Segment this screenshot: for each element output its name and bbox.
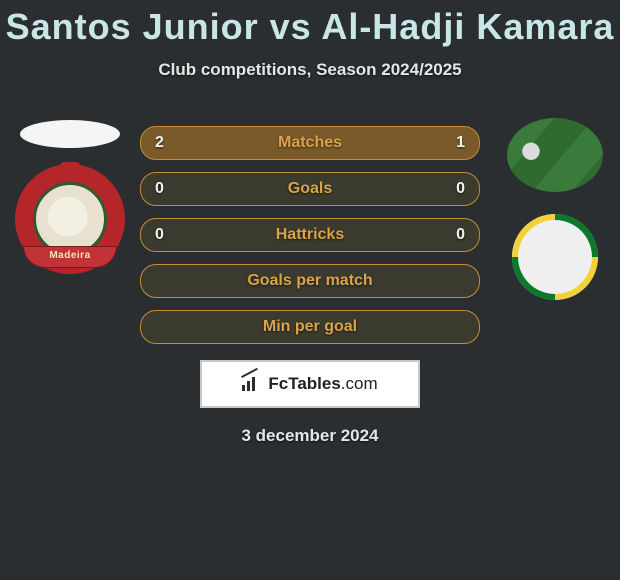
brand-chart-icon: [242, 377, 262, 391]
left-column: Madeira: [10, 120, 130, 274]
stat-label: Matches: [141, 127, 479, 159]
infographic-root: Santos Junior vs Al-Hadji Kamara Club co…: [0, 0, 620, 580]
page-subtitle: Club competitions, Season 2024/2025: [0, 60, 620, 80]
stat-row: Min per goal: [140, 304, 480, 348]
stat-row: Goals per match: [140, 258, 480, 302]
club2-logo: [500, 214, 610, 324]
stat-label: Hattricks: [141, 219, 479, 251]
stat-pill: Goals0 0: [140, 172, 480, 206]
stat-value-left: 0: [155, 173, 164, 205]
stat-value-right: 0: [456, 219, 465, 251]
stats-column: Matches21Goals00Hattricks00Goals per mat…: [140, 120, 480, 446]
date-text: 3 december 2024: [140, 426, 480, 446]
player1-photo-placeholder: [20, 120, 120, 148]
right-column: [500, 118, 610, 324]
page-title: Santos Junior vs Al-Hadji Kamara: [0, 0, 620, 48]
player2-photo: [507, 118, 603, 192]
stat-pill: Hattricks0 0: [140, 218, 480, 252]
stat-value-left: 2: [155, 127, 164, 159]
brand-text: FcTables.com: [268, 374, 377, 394]
stat-pill: Min per goal: [140, 310, 480, 344]
stat-pill: Goals per match: [140, 264, 480, 298]
stat-value-right: 0: [456, 173, 465, 205]
stat-value-right: 1: [456, 127, 465, 159]
brand-box: FcTables.com: [200, 360, 420, 408]
stat-label: Goals per match: [141, 265, 479, 297]
stat-row: Matches2 1: [140, 120, 480, 164]
stat-row: Hattricks0 0: [140, 212, 480, 256]
club1-banner: Madeira: [23, 246, 117, 268]
stat-label: Goals: [141, 173, 479, 205]
stat-value-left: 0: [155, 219, 164, 251]
stat-pill: Matches2 1: [140, 126, 480, 160]
club1-logo: Madeira: [15, 164, 125, 274]
stat-row: Goals0 0: [140, 166, 480, 210]
stat-label: Min per goal: [141, 311, 479, 343]
